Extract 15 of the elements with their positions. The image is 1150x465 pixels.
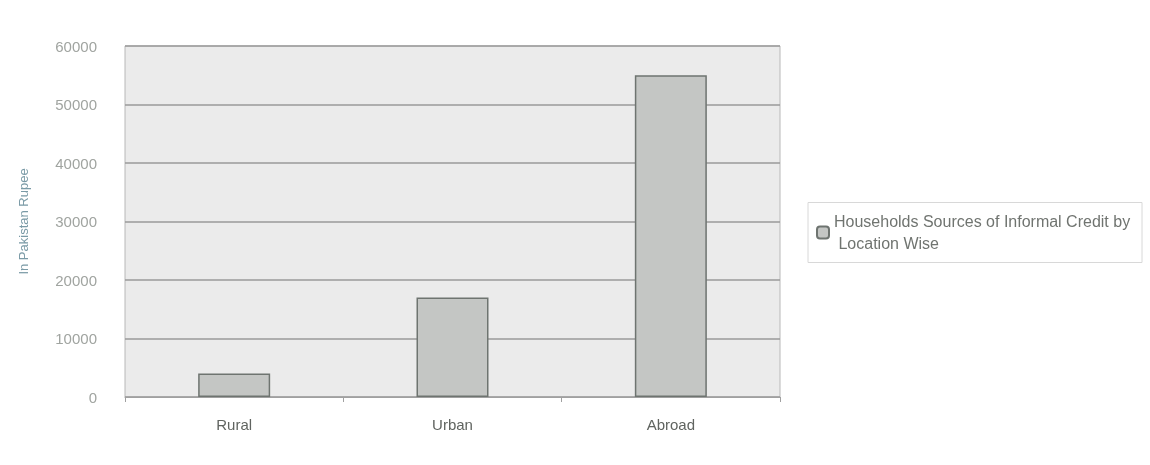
bar: [416, 297, 489, 397]
x-tick-label: Urban: [432, 416, 473, 433]
y-axis-title: In Pakistan Rupee: [16, 168, 31, 275]
y-tick-label: 10000: [55, 330, 97, 347]
y-tick-label: 30000: [55, 213, 97, 230]
y-tick-label: 0: [88, 388, 97, 406]
x-tick-label: Rural: [216, 416, 253, 433]
y-tick-label: 50000: [55, 96, 97, 113]
x-tick-label: Abroad: [646, 416, 696, 433]
legend-label: Households Sources of Informal Credit by Location Wise: [834, 213, 1131, 252]
y-tick-label: 40000: [55, 154, 97, 172]
y-tick-label: 60000: [55, 37, 97, 55]
bar: [634, 75, 707, 397]
y-tick-label: 20000: [55, 271, 97, 289]
bar: [198, 373, 271, 397]
